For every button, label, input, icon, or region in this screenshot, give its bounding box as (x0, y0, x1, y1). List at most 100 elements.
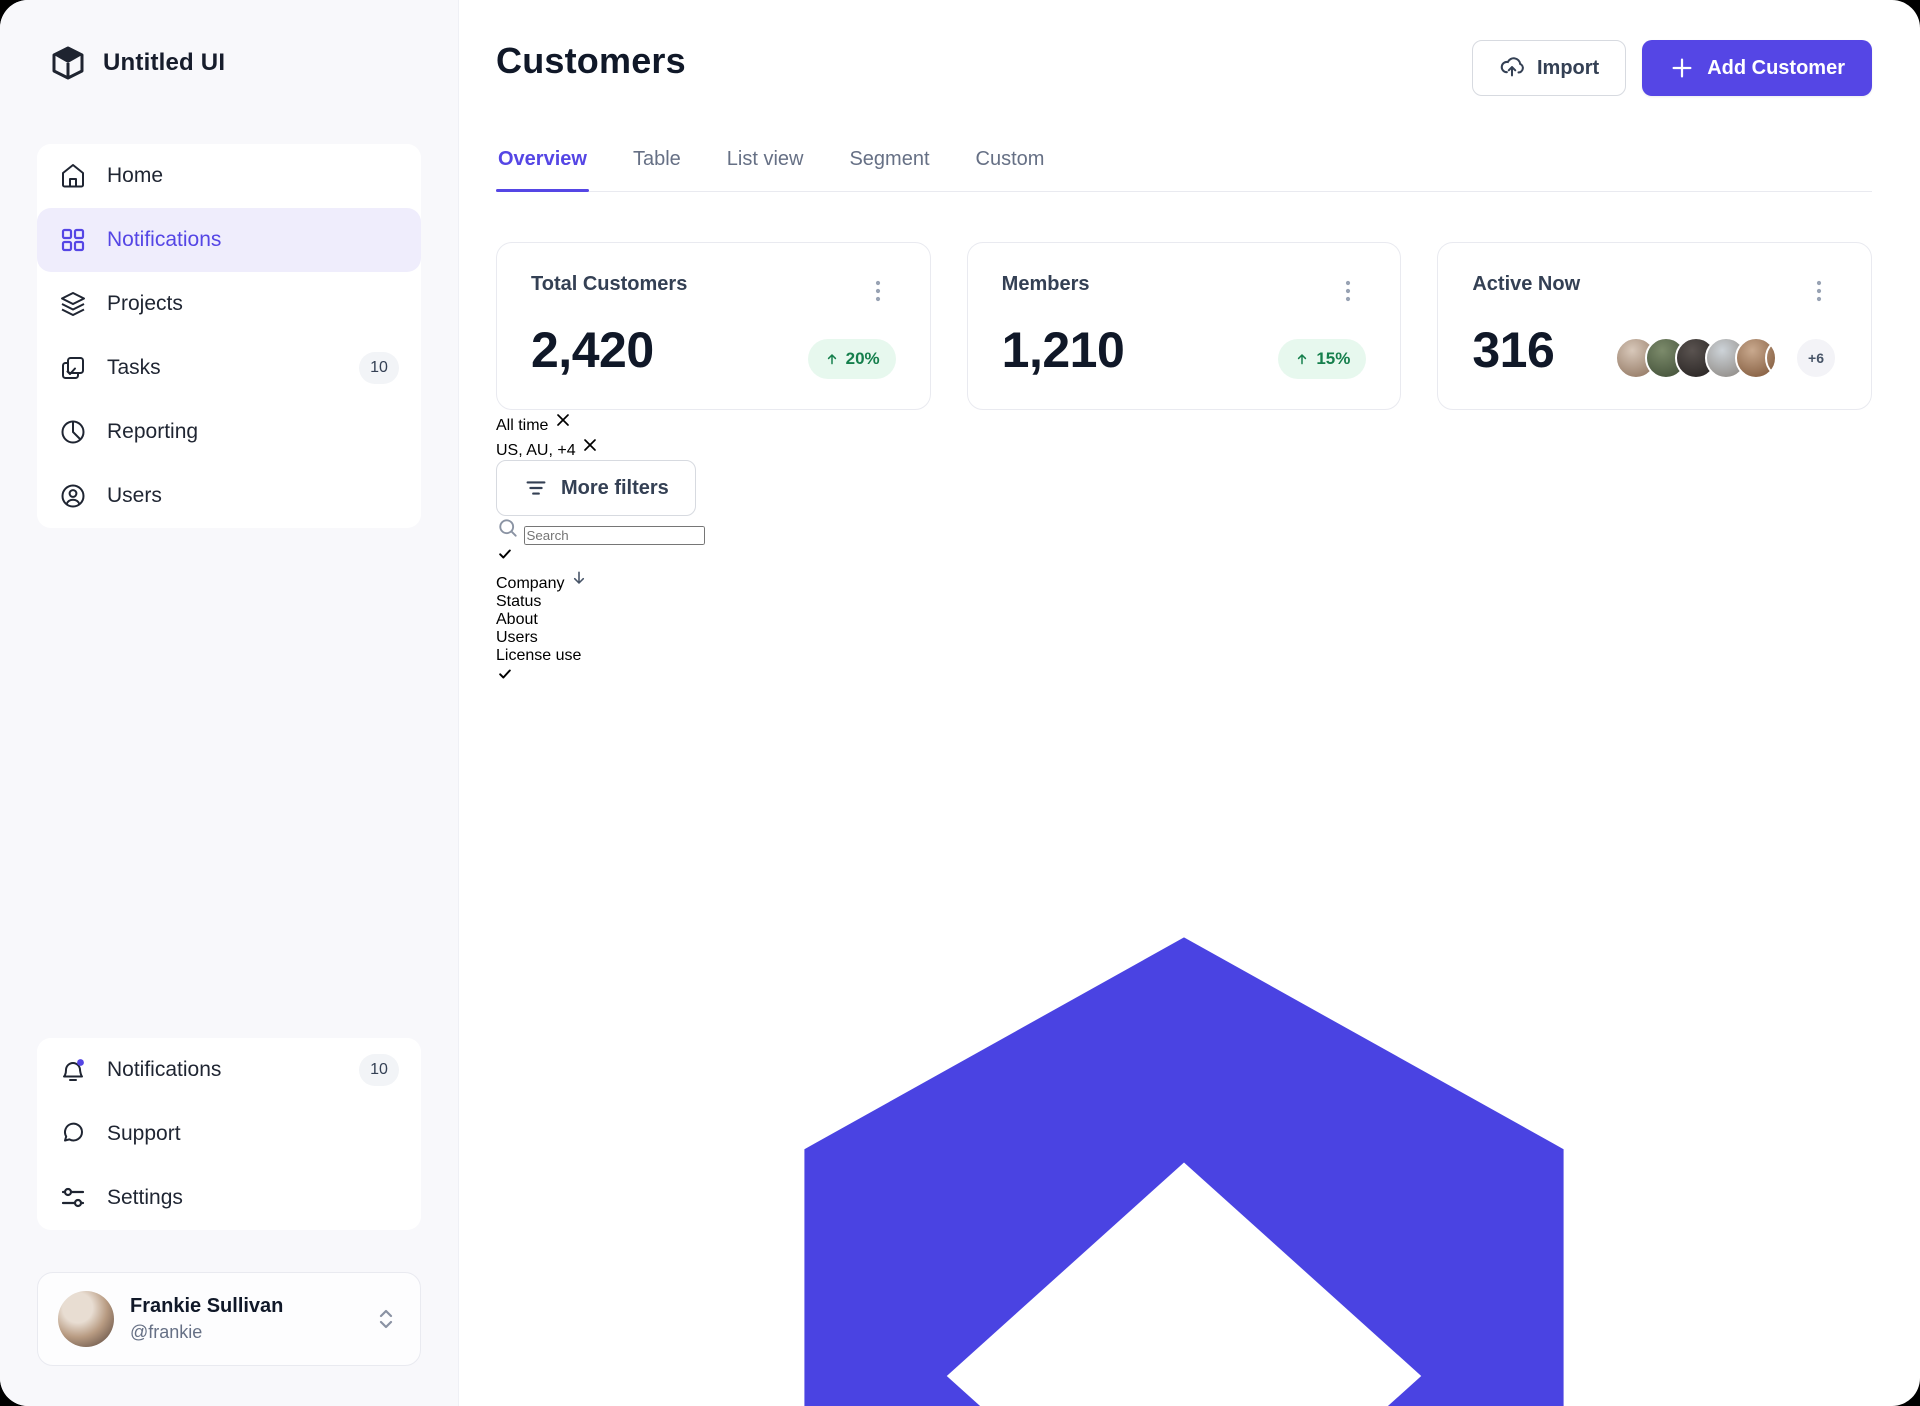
sidebar: Untitled UI Home Notifications Projects … (0, 0, 459, 1406)
delta-badge: 20% (808, 339, 896, 379)
brand: Untitled UI (37, 44, 421, 82)
filter-chip-countries[interactable]: US, AU, +4 (496, 435, 1872, 460)
add-customer-button-label: Add Customer (1707, 57, 1845, 80)
close-icon[interactable] (553, 417, 573, 434)
stat-value: 2,420 (531, 321, 654, 379)
more-filters-button[interactable]: More filters (496, 460, 696, 516)
notifications-count-badge: 10 (359, 1054, 399, 1086)
bell-icon (59, 1056, 87, 1084)
column-header-users[interactable]: Users (496, 629, 1872, 647)
import-button[interactable]: Import (1472, 40, 1626, 96)
more-filters-label: More filters (561, 477, 669, 500)
stat-label: Active Now (1472, 273, 1580, 296)
tab-table[interactable]: Table (631, 148, 683, 191)
sidebar-item-label: Notifications (107, 1058, 339, 1082)
sidebar-item-tasks[interactable]: Tasks 10 (37, 336, 421, 400)
import-button-label: Import (1537, 57, 1599, 80)
kebab-menu-icon[interactable] (1801, 273, 1837, 309)
column-header-company[interactable]: Company (496, 568, 1872, 593)
search-icon (496, 516, 520, 540)
active-users-avatar-stack: +6 (1615, 337, 1837, 379)
main-content: Customers Import Add Customer Overview T… (459, 0, 1920, 1406)
chevron-updown-icon[interactable] (372, 1305, 400, 1333)
row-checkbox[interactable] (496, 670, 514, 687)
footer-nav: Notifications 10 Support Settings (37, 1038, 421, 1230)
brand-logo-cube-icon (49, 44, 87, 82)
delta-value: 20% (846, 349, 880, 369)
arrow-up-icon (1294, 351, 1310, 367)
table-row: Catalog catalogapp.io Customer Content c… (496, 665, 1872, 1406)
sidebar-item-projects[interactable]: Projects (37, 272, 421, 336)
pie-chart-icon (59, 418, 87, 446)
layers-icon (59, 290, 87, 318)
home-icon (59, 162, 87, 190)
profile-handle: @frankie (130, 1322, 356, 1343)
avatar-more-count: +6 (1795, 337, 1837, 379)
select-all-checkbox[interactable] (496, 550, 514, 567)
sidebar-item-notifications[interactable]: Notifications (37, 208, 421, 272)
upload-cloud-icon (1499, 55, 1525, 81)
sidebar-item-label: Home (107, 164, 399, 188)
delta-value: 15% (1316, 349, 1350, 369)
page-title: Customers (496, 40, 686, 82)
chip-label: All time (496, 417, 548, 434)
sliders-icon (59, 1184, 87, 1212)
search-input[interactable] (524, 526, 705, 545)
sort-arrow-down-icon (569, 568, 589, 588)
customers-table: Company Status About Users License use C… (496, 545, 1872, 1406)
chip-label: US, AU, +4 (496, 442, 576, 459)
sidebar-spacer (37, 528, 421, 1038)
stat-card-active-now: Active Now 316 +6 (1437, 242, 1872, 410)
app-window: Untitled UI Home Notifications Projects … (0, 0, 1920, 1406)
stat-value: 1,210 (1002, 321, 1125, 379)
sidebar-item-settings[interactable]: Settings (37, 1166, 421, 1230)
sidebar-item-label: Reporting (107, 420, 399, 444)
table-header-row: Company Status About Users License use (496, 545, 1872, 665)
kebab-menu-icon[interactable] (860, 273, 896, 309)
close-icon[interactable] (580, 442, 600, 459)
sidebar-item-users[interactable]: Users (37, 464, 421, 528)
user-icon (59, 482, 87, 510)
grid-icon (59, 226, 87, 254)
column-header-status[interactable]: Status (496, 593, 1872, 611)
profile-meta: Frankie Sullivan @frankie (130, 1295, 356, 1343)
sidebar-item-label: Settings (107, 1186, 399, 1210)
tab-list-view[interactable]: List view (725, 148, 806, 191)
brand-name: Untitled UI (103, 49, 225, 77)
sidebar-item-label: Support (107, 1122, 399, 1146)
sidebar-item-support[interactable]: Support (37, 1102, 421, 1166)
column-header-license[interactable]: License use (496, 647, 1872, 665)
column-header-about[interactable]: About (496, 611, 1872, 629)
filter-lines-icon (523, 475, 549, 501)
search-box (496, 516, 1872, 545)
chat-icon (59, 1120, 87, 1148)
sidebar-item-label: Users (107, 484, 399, 508)
stats-row: Total Customers 2,420 20% Members (496, 242, 1872, 410)
tab-overview[interactable]: Overview (496, 148, 589, 191)
primary-nav: Home Notifications Projects Tasks 10 Rep… (37, 144, 421, 528)
filter-chip-all-time[interactable]: All time (496, 410, 1872, 435)
stat-card-total-customers: Total Customers 2,420 20% (496, 242, 931, 410)
header-actions: Import Add Customer (1472, 40, 1872, 96)
sidebar-item-label: Projects (107, 292, 399, 316)
tasks-count-badge: 10 (359, 352, 399, 384)
avatar (58, 1291, 114, 1347)
delta-badge: 15% (1278, 339, 1366, 379)
stat-card-members: Members 1,210 15% (967, 242, 1402, 410)
sidebar-item-home[interactable]: Home (37, 144, 421, 208)
stat-label: Total Customers (531, 273, 687, 296)
tab-segment[interactable]: Segment (847, 148, 931, 191)
tasks-icon (59, 354, 87, 382)
sidebar-item-label: Notifications (107, 228, 399, 252)
arrow-up-icon (824, 351, 840, 367)
sidebar-item-reporting[interactable]: Reporting (37, 400, 421, 464)
plus-icon (1669, 55, 1695, 81)
stat-value: 316 (1472, 321, 1554, 379)
view-tabs: Overview Table List view Segment Custom (496, 148, 1872, 192)
profile-card[interactable]: Frankie Sullivan @frankie (37, 1272, 421, 1366)
kebab-menu-icon[interactable] (1330, 273, 1366, 309)
add-customer-button[interactable]: Add Customer (1642, 40, 1872, 96)
profile-name: Frankie Sullivan (130, 1295, 356, 1318)
tab-custom[interactable]: Custom (974, 148, 1047, 191)
sidebar-item-notifications-footer[interactable]: Notifications 10 (37, 1038, 421, 1102)
